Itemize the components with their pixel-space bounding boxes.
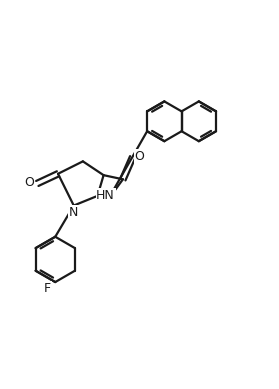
- Text: O: O: [134, 150, 145, 163]
- Text: O: O: [24, 176, 34, 189]
- Text: F: F: [44, 282, 51, 294]
- Text: HN: HN: [96, 189, 115, 202]
- Text: N: N: [69, 206, 78, 219]
